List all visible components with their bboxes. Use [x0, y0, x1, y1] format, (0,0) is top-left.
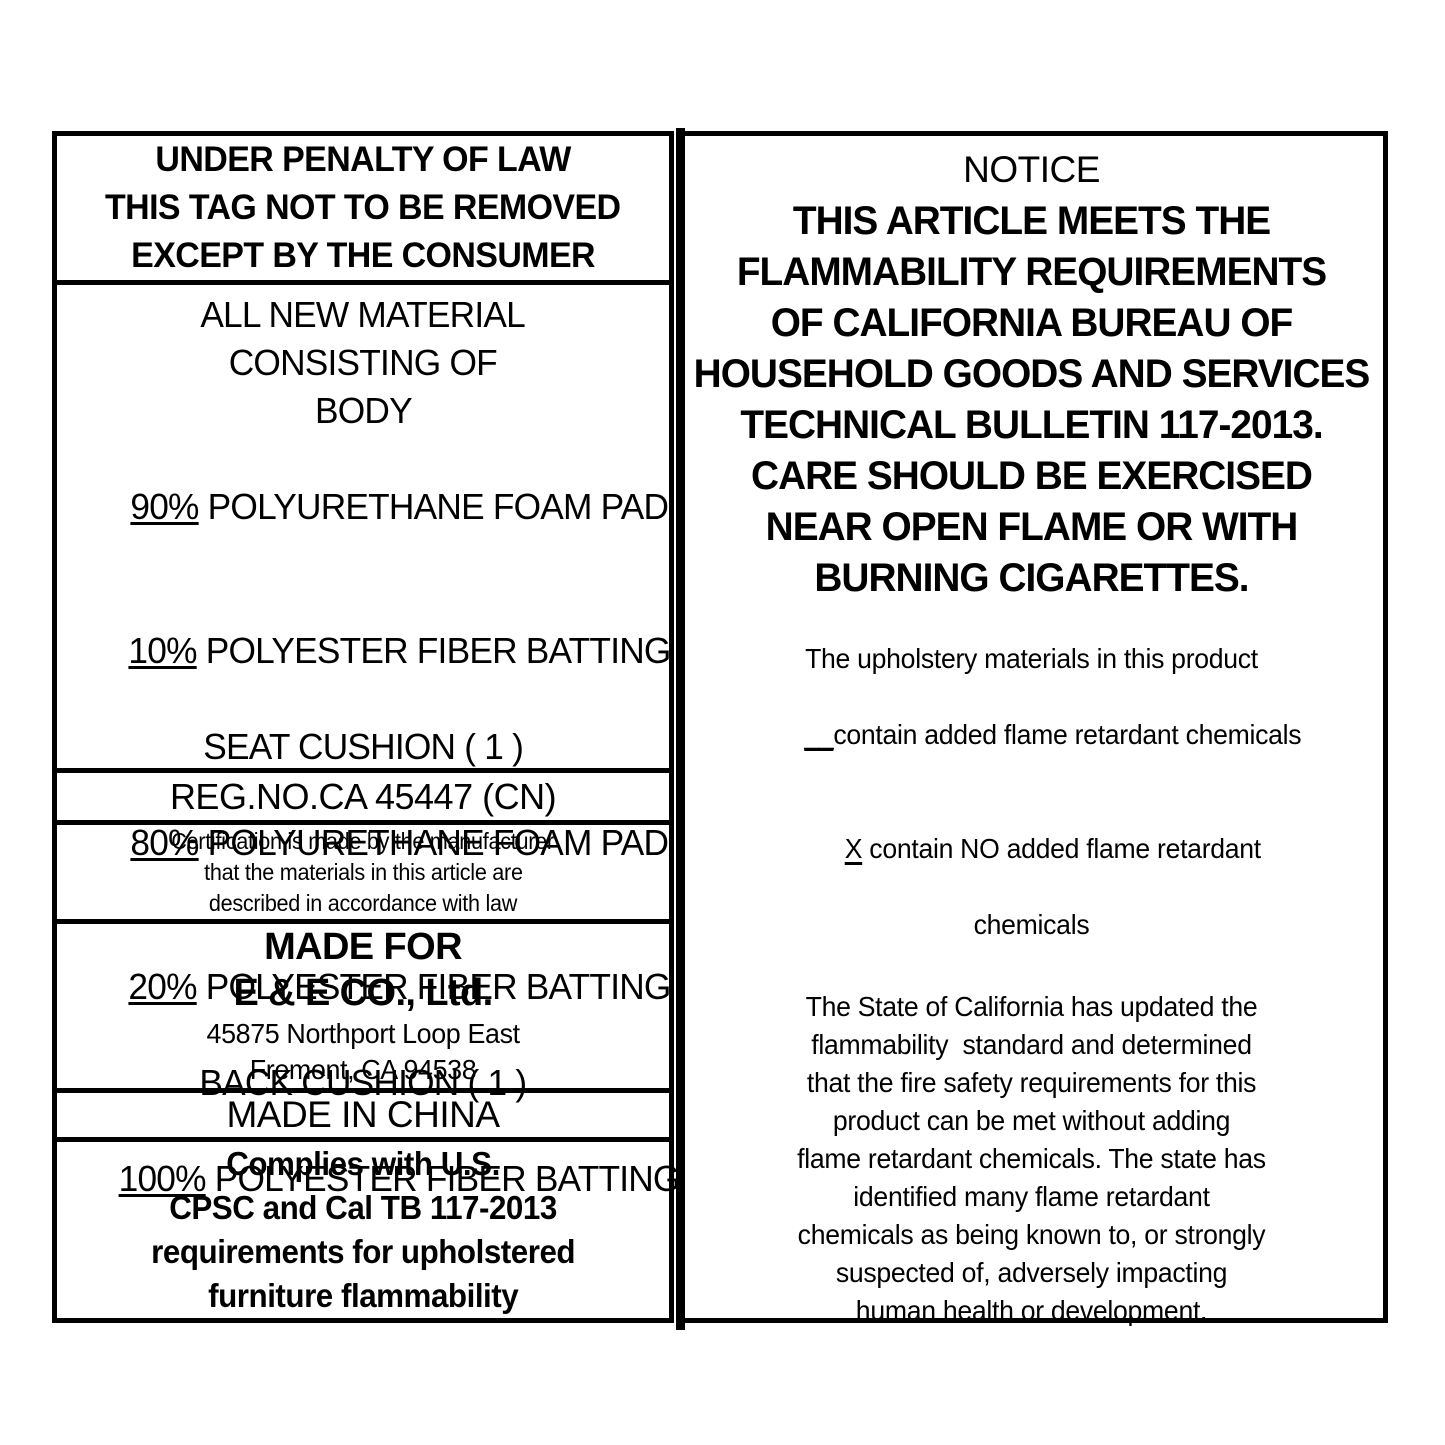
notice-title: NOTICE: [963, 149, 1100, 190]
material-item: 90% POLYURETHANE FOAM PAD: [58, 435, 669, 579]
registration-number: REG.NO.CA 45447 (CN): [169, 775, 557, 817]
notice-statement-line: BURNING CIGARETTES.: [814, 556, 1249, 600]
option-checked-label-continued: chemicals: [973, 909, 1090, 940]
right-panel: NOTICE THIS ARTICLE MEETS THE FLAMMABILI…: [680, 131, 1388, 1326]
material-percent: 90%: [130, 486, 199, 527]
notice-statement-line: CARE SHOULD BE EXERCISED: [751, 454, 1313, 498]
materials-heading-line: ALL NEW MATERIAL: [200, 294, 526, 335]
state-statement-line: that the fire safety requirements for th…: [806, 1067, 1257, 1098]
checkbox-x-checked[interactable]: X: [844, 833, 863, 864]
state-statement-line: flame retardant chemicals. The state has: [797, 1143, 1266, 1174]
material-item: 100% POLYESTER FIBER BATTING: [46, 1107, 681, 1251]
material-name: POLYESTER FIBER BATTING: [214, 1158, 681, 1199]
compliance-line: CPSC and Cal TB 117-2013: [169, 1189, 557, 1226]
material-percent: 100%: [118, 1158, 207, 1199]
spacer: [682, 604, 1381, 640]
compliance-line: Complies with U.S.: [226, 1145, 500, 1182]
material-percent: 80%: [130, 822, 199, 863]
material-name: POLYURETHANE FOAM PAD: [207, 822, 668, 863]
certification-line: that the materials in this article are: [203, 858, 523, 885]
panel-divider: [676, 128, 685, 1330]
penalty-notice-line: UNDER PENALTY OF LAW: [155, 140, 571, 179]
option-checked-label: contain NO added flame retardant: [869, 833, 1261, 864]
certification-statement-section: Certification is made by the manufacture…: [57, 825, 669, 924]
component-label-seat-cushion: SEAT CUSHION ( 1 ): [203, 726, 524, 767]
state-statement-line: human health or development.: [855, 1295, 1208, 1326]
flame-retardant-intro: The upholstery materials in this product: [805, 643, 1258, 674]
component-label-back-cushion: BACK CUSHION ( 1 ): [199, 1062, 528, 1103]
address-line-1: 45875 Northport Loop East: [206, 1018, 520, 1049]
country-of-origin: MADE IN CHINA: [226, 1094, 500, 1135]
penalty-notice-section: UNDER PENALTY OF LAW THIS TAG NOT TO BE …: [57, 136, 669, 285]
checkbox-blank-unchecked[interactable]: __: [804, 719, 834, 750]
state-statement-line: chemicals as being known to, or strongly: [797, 1219, 1266, 1250]
state-statement-line: product can be met without adding: [832, 1105, 1231, 1136]
compliance-statement-section: Complies with U.S. CPSC and Cal TB 117-2…: [57, 1142, 669, 1318]
notice-statement-line: HOUSEHOLD GOODS AND SERVICES: [693, 352, 1371, 396]
penalty-notice-line: THIS TAG NOT TO BE REMOVED: [105, 188, 621, 227]
notice-statement-line: FLAMMABILITY REQUIREMENTS: [736, 250, 1327, 294]
made-for-label: MADE FOR: [264, 926, 462, 968]
certification-line: Certification is made by the manufacture…: [171, 827, 555, 854]
materials-section: ALL NEW MATERIAL CONSISTING OF BODY 90% …: [56, 285, 680, 1199]
material-item: 80% POLYURETHANE FOAM PAD: [58, 771, 669, 915]
notice-statement-line: THIS ARTICLE MEETS THE: [792, 199, 1271, 243]
notice-statement-line: TECHNICAL BULLETIN 117-2013.: [740, 403, 1323, 447]
flame-retardant-option-unchecked[interactable]: __contain added flame retardant chemical…: [699, 678, 1363, 792]
compliance-line: furniture flammability: [207, 1277, 519, 1314]
certification-line: described in accordance with law: [208, 889, 518, 916]
state-statement-line: flammability standard and determined: [811, 1029, 1252, 1060]
left-panel: UNDER PENALTY OF LAW THIS TAG NOT TO BE …: [52, 131, 680, 1323]
material-percent: 10%: [127, 630, 197, 671]
materials-heading-line: CONSISTING OF: [228, 342, 498, 383]
made-for-section: MADE FOR E & E CO., Ltd. 45875 Northport…: [57, 924, 669, 1093]
component-label-body: BODY: [314, 390, 413, 431]
material-item: 10% POLYESTER FIBER BATTING: [56, 579, 671, 723]
material-name: POLYESTER FIBER BATTING: [205, 966, 671, 1007]
compliance-line: requirements for upholstered: [151, 1233, 575, 1270]
notice-statement-line: NEAR OPEN FLAME OR WITH: [765, 505, 1299, 549]
notice-statement-line: OF CALIFORNIA BUREAU OF: [770, 301, 1294, 345]
state-statement-line: identified many flame retardant: [853, 1181, 1210, 1212]
material-item: 20% POLYESTER FIBER BATTING: [56, 915, 671, 1059]
address-line-2: Fremont, CA 94538: [249, 1054, 477, 1085]
country-of-origin-section: MADE IN CHINA: [57, 1093, 669, 1142]
company-name: E & E CO., Ltd.: [233, 972, 493, 1014]
material-percent: 20%: [127, 966, 197, 1007]
penalty-notice-line: EXCEPT BY THE CONSUMER: [131, 236, 595, 275]
material-name: POLYESTER FIBER BATTING: [205, 630, 671, 671]
material-name: POLYURETHANE FOAM PAD: [207, 486, 668, 527]
flame-retardant-option-checked[interactable]: X contain NO added flame retardant: [699, 792, 1363, 906]
spacer: [682, 944, 1381, 988]
state-statement-line: The State of California has updated the: [805, 991, 1258, 1022]
registration-number-section: REG.NO.CA 45447 (CN): [57, 773, 669, 826]
state-statement-line: suspected of, adversely impacting: [835, 1257, 1228, 1288]
option-unchecked-label: contain added flame retardant chemicals: [833, 719, 1302, 750]
